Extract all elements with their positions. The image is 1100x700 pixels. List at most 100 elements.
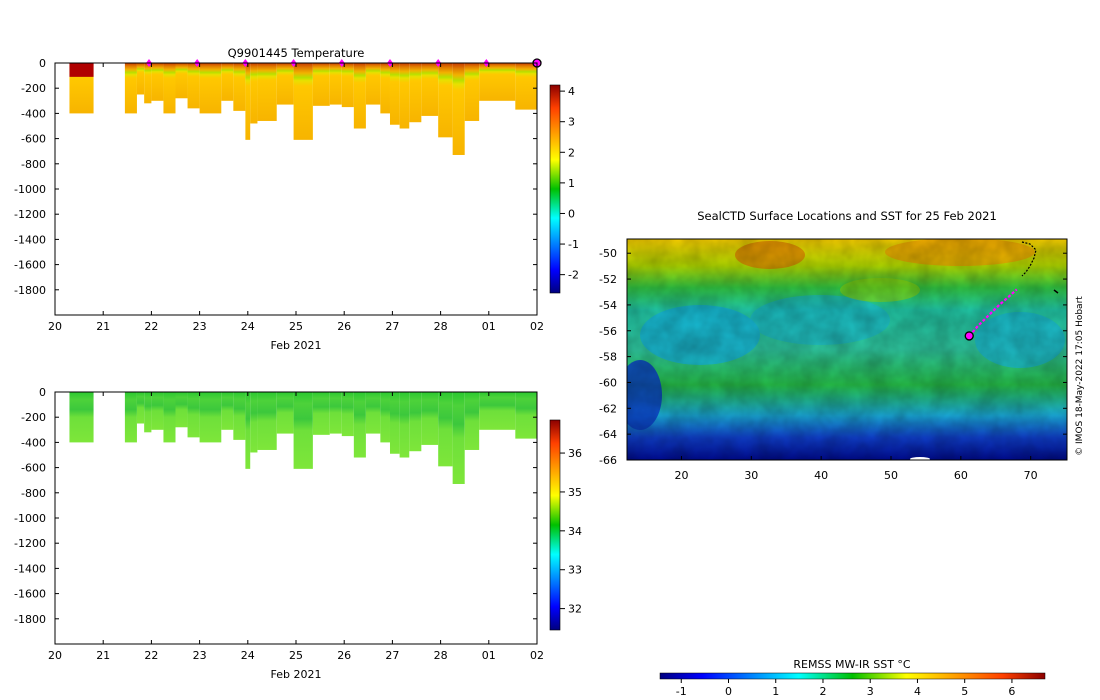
sst-colorbar-group: REMSS MW-IR SST °C -1 0 1 2 3 4 5 6 (659, 658, 1046, 698)
y-tick-label: -200 (21, 82, 46, 95)
colorbar-tick-label: 35 (568, 486, 582, 499)
salinity-xlabel: Feb 2021 (271, 668, 322, 681)
x-tick-label: 27 (385, 320, 399, 333)
colorbar-tick-label: -2 (568, 269, 579, 282)
profile-column-14 (276, 392, 294, 434)
profile-column-13 (257, 63, 277, 121)
map-y-tick-label: -62 (599, 402, 617, 415)
profile-column-22 (389, 392, 400, 454)
y-tick-label: -600 (21, 133, 46, 146)
profile-column-13 (257, 392, 277, 450)
map-title: SealCTD Surface Locations and SST for 25… (697, 209, 997, 223)
y-tick-label: 0 (39, 386, 46, 399)
profile-column-2 (136, 63, 145, 95)
profile-column-20 (365, 392, 381, 434)
profile-column-0 (69, 392, 94, 443)
x-tick-label: 24 (241, 649, 255, 662)
map-x-tick-label: 70 (1024, 469, 1038, 482)
profile-column-8 (199, 63, 222, 114)
x-tick-label: 26 (337, 649, 351, 662)
profile-column-27 (452, 392, 465, 484)
map-x-tick-label: 20 (674, 469, 688, 482)
profile-column-29 (479, 63, 516, 101)
salinity-colorbar-ticks: 36 35 34 33 32 (560, 447, 582, 616)
profile-column-26 (438, 392, 453, 467)
sst-tick-label: 0 (725, 685, 732, 698)
x-tick-label: 26 (337, 320, 351, 333)
y-tick-label: -800 (21, 487, 46, 500)
profile-column-6 (175, 392, 188, 428)
map-x-tick-label: 30 (744, 469, 758, 482)
colorbar-tick-label: 1 (568, 177, 575, 190)
y-tick-label: -1200 (14, 537, 46, 550)
salinity-colorbar-frame (549, 419, 561, 631)
sst-tick-label: 6 (1008, 685, 1015, 698)
y-tick-label: -200 (21, 411, 46, 424)
profile-column-12 (250, 63, 258, 124)
colorbar-tick-label: 36 (568, 447, 582, 460)
profile-column-5 (163, 392, 176, 443)
profile-column-3 (144, 63, 152, 104)
profile-column-12 (250, 392, 258, 453)
sst-tick-label: 5 (961, 685, 968, 698)
x-tick-label: 21 (96, 649, 110, 662)
colorbar-tick-label: 3 (568, 116, 575, 129)
map-y-tick-label: -66 (599, 454, 617, 467)
x-tick-label: 02 (530, 649, 544, 662)
profile-column-25 (421, 392, 439, 445)
colorbar-tick-label: 32 (568, 603, 582, 616)
y-tick-label: -1800 (14, 613, 46, 626)
sst-tick-label: 2 (819, 685, 826, 698)
profile-column-20 (365, 63, 381, 105)
y-tick-label: -1200 (14, 208, 46, 221)
colorbar-tick-label: -1 (568, 238, 579, 251)
x-tick-label: 23 (193, 649, 207, 662)
sst-tick-label: 4 (914, 685, 921, 698)
sst-colorbar-ticks: -1 0 1 2 3 4 5 6 (676, 679, 1015, 698)
profile-column-11 (245, 392, 251, 469)
sst-colorbar-frame (659, 672, 1046, 680)
y-tick-label: 0 (39, 57, 46, 70)
profile-column-17 (329, 392, 342, 434)
profile-column-10 (233, 63, 246, 111)
profile-column-15 (293, 63, 313, 140)
y-tick-label: -1000 (14, 183, 46, 196)
x-tick-label: 01 (482, 320, 496, 333)
x-tick-label: 28 (434, 649, 448, 662)
profile-column-11 (245, 63, 251, 140)
map-y-ticks: -50 -52 -54 -56 -58 -60 -62 -64 -66 (599, 247, 1067, 467)
map-y-tick-label: -56 (599, 325, 617, 338)
profile-column-8 (199, 392, 222, 443)
profile-column-30 (515, 63, 537, 110)
profile-column-9 (221, 392, 234, 430)
seal-track (968, 288, 1018, 337)
colorbar-tick-label: 4 (568, 85, 575, 98)
x-tick-label: 21 (96, 320, 110, 333)
credit-text: © IMOS 18-May-2022 17:05 Hobart (1075, 296, 1085, 456)
map-y-tick-label: -54 (599, 299, 617, 312)
profile-column-7 (187, 392, 200, 438)
salinity-colorbar (550, 420, 560, 630)
profile-column-18 (341, 392, 354, 437)
profile-column-30 (515, 392, 537, 439)
sst-field (627, 239, 1067, 460)
profile-column-28 (464, 63, 480, 121)
map-y-tick-label: -60 (599, 376, 617, 389)
sst-colorbar (660, 673, 1045, 679)
profile-column-7 (187, 63, 200, 109)
profile-column-19 (353, 392, 366, 458)
salinity-panel: 0 -200 -400 -600 -800 -1000 -1200 -1400 -1600 -18… (14, 386, 582, 681)
y-tick-label: -1600 (14, 259, 46, 272)
y-tick-label: -1000 (14, 512, 46, 525)
y-tick-label: -600 (21, 462, 46, 475)
current-position-marker (964, 331, 974, 341)
map-y-tick-label: -58 (599, 351, 617, 364)
salinity-profiles (69, 392, 537, 484)
map-axes-frame (626, 238, 1068, 461)
profile-column-3 (144, 392, 152, 433)
map-x-tick-label: 40 (814, 469, 828, 482)
profile-column-10 (233, 392, 246, 440)
temperature-colorbar-frame (549, 84, 561, 294)
profile-column-25 (421, 63, 439, 116)
